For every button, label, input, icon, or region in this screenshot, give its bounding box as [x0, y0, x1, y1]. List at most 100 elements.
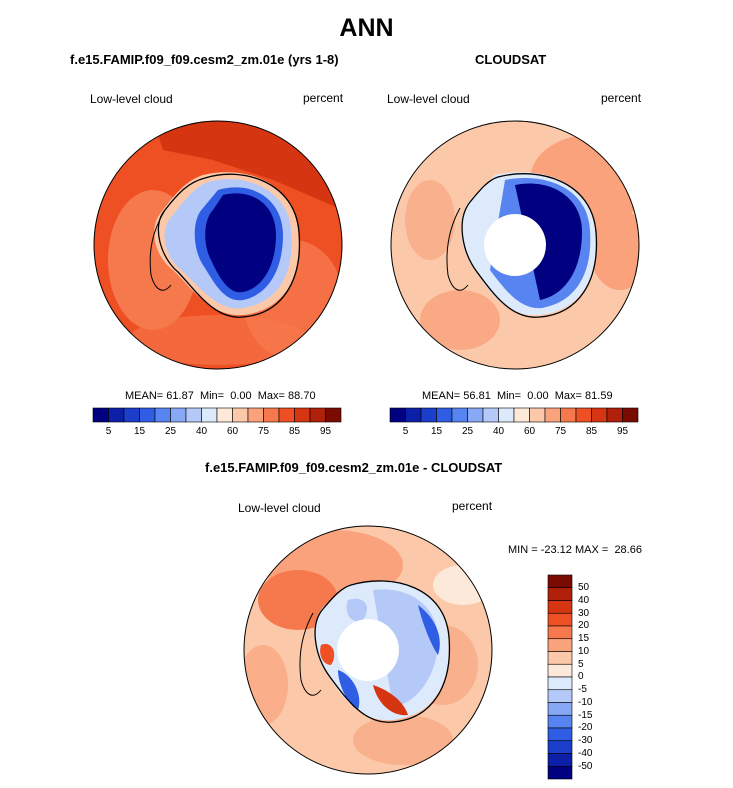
panel-1-tick: 85: [288, 426, 301, 437]
panel-1-colorbar-ticks: 5 15 25 40 60 75 85 95: [93, 426, 341, 440]
panel-2-colorbar: [389, 407, 639, 423]
panel-1-tick: 75: [257, 426, 270, 437]
colorbar-swatch: [405, 407, 422, 423]
colorbar-swatch: [325, 407, 342, 423]
diff-max-value: 28.66: [614, 544, 642, 556]
diff-tick: 5: [578, 658, 584, 670]
diff-tick: 50: [578, 582, 590, 593]
colorbar-swatch: [247, 407, 264, 423]
diff-tick: 15: [578, 633, 590, 644]
panel-1-max-value: 88.70: [288, 390, 316, 402]
diff-tick: -20: [578, 722, 593, 734]
colorbar-swatch: [92, 407, 109, 423]
panel-2-tick: 15: [430, 426, 443, 437]
panel-2-tick: 75: [554, 426, 567, 437]
panel-2-tick: 85: [585, 426, 598, 437]
colorbar-swatch: [547, 612, 573, 627]
colorbar-swatch: [547, 765, 573, 780]
colorbar-swatch: [482, 407, 499, 423]
diff-tick: 40: [578, 594, 590, 606]
panel-1-min-value: 0.00: [230, 390, 252, 402]
colorbar-swatch: [547, 574, 573, 589]
diff-tick: -10: [578, 696, 593, 708]
diff-panel-map: [243, 525, 493, 775]
colorbar-swatch: [294, 407, 311, 423]
colorbar-swatch: [547, 740, 573, 754]
panel-2-max-value: 81.59: [585, 390, 613, 402]
panel-2-min-value: 0.00: [527, 390, 549, 402]
colorbar-swatch: [547, 753, 573, 767]
panel-2-tick: 25: [461, 426, 474, 437]
colorbar-swatch: [547, 600, 573, 614]
colorbar-swatch: [436, 407, 453, 423]
colorbar-swatch: [201, 407, 218, 423]
panel-2-tick: 60: [523, 426, 536, 437]
colorbar-swatch: [170, 407, 187, 423]
diff-tick: -15: [578, 709, 593, 721]
panel-2-variable-label: Low-level cloud: [387, 92, 470, 106]
panel-1-title: f.e15.FAMIP.f09_f09.cesm2_zm.01e (yrs 1-…: [70, 52, 339, 67]
diff-panel-variable-label: Low-level cloud: [238, 501, 321, 515]
panel-1-variable-label: Low-level cloud: [90, 92, 173, 106]
diff-tick: -50: [578, 760, 593, 772]
diff-max-label: MAX =: [574, 544, 609, 556]
colorbar-swatch: [139, 407, 156, 423]
colorbar-swatch: [591, 407, 608, 423]
colorbar-swatch: [547, 727, 573, 742]
colorbar-swatch: [560, 407, 577, 423]
diff-tick: -5: [578, 684, 587, 695]
panel-1-stats: MEAN= 61.87 Min= 0.00 Max= 88.70: [125, 390, 316, 402]
figure-title: ANN: [339, 14, 394, 42]
panel-1-min-label: Min=: [199, 390, 225, 402]
diff-tick: 10: [578, 645, 590, 657]
diff-min-label: MIN =: [508, 544, 538, 556]
colorbar-swatch: [529, 407, 546, 423]
panel-2-units-label: percent: [601, 91, 642, 105]
diff-tick: -30: [578, 735, 593, 746]
panel-2-title: CLOUDSAT: [475, 52, 547, 67]
colorbar-swatch: [544, 407, 561, 423]
colorbar-swatch: [547, 663, 573, 678]
colorbar-swatch: [185, 407, 202, 423]
colorbar-swatch: [232, 407, 249, 423]
colorbar-swatch: [451, 407, 468, 423]
panel-1-units-label: percent: [303, 91, 344, 105]
colorbar-swatch: [547, 702, 573, 716]
panel-1-colorbar: [92, 407, 342, 423]
colorbar-swatch: [513, 407, 530, 423]
panel-2-tick: 95: [616, 426, 629, 437]
colorbar-swatch: [547, 638, 573, 652]
panel-2-tick: 40: [492, 426, 505, 437]
panel-1-mean-value: 61.87: [166, 390, 194, 402]
colorbar-swatch: [575, 407, 592, 423]
panel-2-max-label: Max=: [554, 390, 582, 402]
colorbar-swatch: [154, 407, 171, 423]
diff-panel-stats: MIN = -23.12 MAX = 28.66: [508, 544, 642, 556]
diff-colorbar-ticks: 50 40 30 20 15 10 5 0 -5 -10 -15 -20 -30…: [578, 575, 608, 779]
panel-1-tick: 95: [319, 426, 332, 437]
colorbar-swatch: [547, 587, 573, 601]
colorbar-swatch: [216, 407, 233, 423]
colorbar-swatch: [467, 407, 484, 423]
colorbar-swatch: [420, 407, 437, 423]
colorbar-swatch: [108, 407, 125, 423]
diff-tick: 20: [578, 620, 590, 632]
colorbar-swatch: [547, 689, 573, 703]
panel-2-mean-value: 56.81: [463, 390, 491, 402]
colorbar-swatch: [123, 407, 140, 423]
diff-colorbar: [547, 574, 573, 780]
panel-1-tick: 60: [226, 426, 239, 437]
colorbar-swatch: [606, 407, 623, 423]
diff-panel-units-label: percent: [452, 499, 493, 513]
panel-1-tick: 25: [164, 426, 177, 437]
colorbar-swatch: [547, 625, 573, 640]
colorbar-swatch: [278, 407, 295, 423]
diff-panel-title: f.e15.FAMIP.f09_f09.cesm2_zm.01e - CLOUD…: [205, 460, 503, 475]
panel-2-mean-label: MEAN=: [422, 390, 461, 402]
diff-tick: 30: [578, 607, 590, 619]
diff-min-value: -23.12: [540, 544, 572, 556]
colorbar-swatch: [622, 407, 639, 423]
panel-1-max-label: Max=: [257, 390, 285, 402]
panel-1-tick: 5: [105, 426, 112, 437]
diff-tick: -40: [578, 747, 593, 759]
